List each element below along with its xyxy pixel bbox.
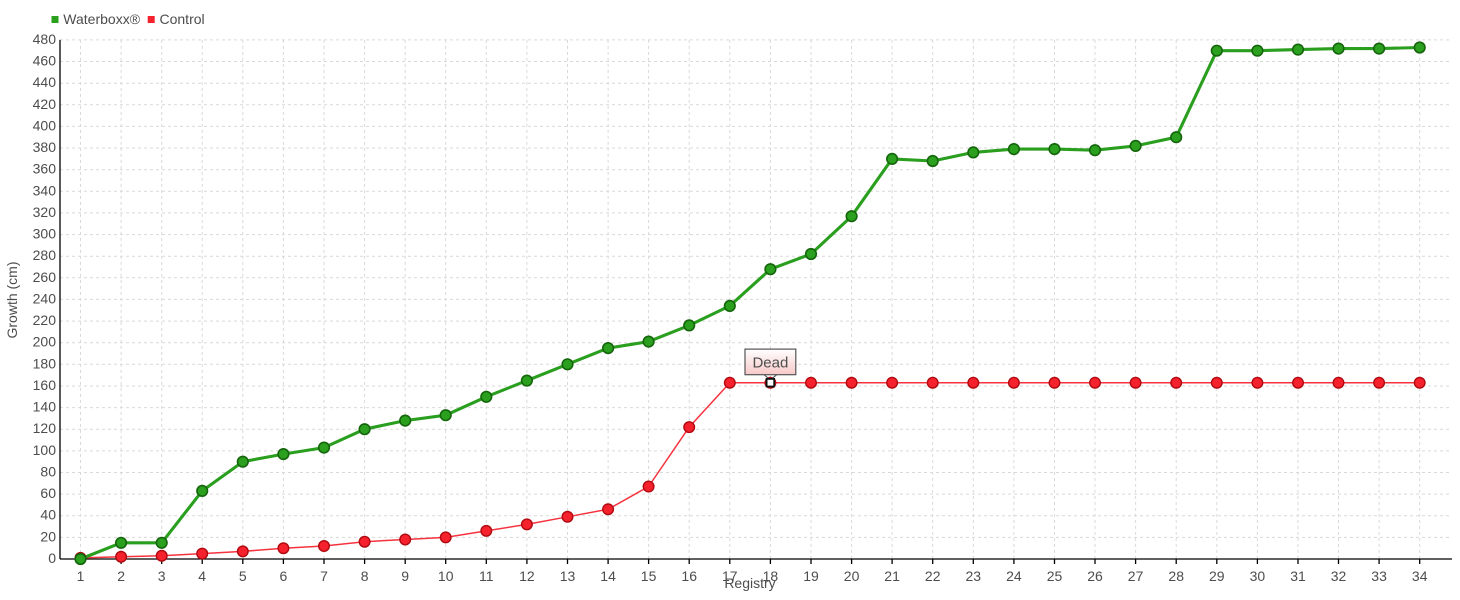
svg-text:420: 420 [33, 96, 57, 112]
svg-text:10: 10 [438, 568, 454, 584]
svg-text:140: 140 [33, 399, 57, 415]
svg-text:240: 240 [33, 290, 57, 306]
svg-text:Waterboxx®: Waterboxx® [63, 11, 140, 27]
svg-text:30: 30 [1250, 568, 1266, 584]
svg-text:24: 24 [1006, 568, 1022, 584]
svg-text:3: 3 [158, 568, 166, 584]
svg-text:13: 13 [560, 568, 576, 584]
svg-text:18: 18 [763, 568, 779, 584]
svg-text:23: 23 [966, 568, 982, 584]
svg-text:80: 80 [40, 464, 56, 480]
svg-text:360: 360 [33, 161, 57, 177]
svg-text:Dead: Dead [752, 354, 788, 371]
svg-text:19: 19 [803, 568, 819, 584]
svg-text:340: 340 [33, 182, 57, 198]
svg-text:60: 60 [40, 485, 56, 501]
svg-text:400: 400 [33, 117, 57, 133]
svg-text:6: 6 [280, 568, 288, 584]
svg-text:11: 11 [479, 568, 494, 584]
svg-text:220: 220 [33, 312, 57, 328]
svg-text:31: 31 [1290, 568, 1306, 584]
svg-text:20: 20 [844, 568, 860, 584]
svg-text:200: 200 [33, 334, 57, 350]
svg-text:380: 380 [33, 139, 57, 155]
svg-text:15: 15 [641, 568, 657, 584]
svg-text:440: 440 [33, 74, 57, 90]
svg-text:28: 28 [1168, 568, 1184, 584]
svg-text:34: 34 [1412, 568, 1428, 584]
svg-text:29: 29 [1209, 568, 1225, 584]
svg-text:9: 9 [401, 568, 409, 584]
svg-text:300: 300 [33, 226, 57, 242]
svg-text:40: 40 [40, 507, 56, 523]
svg-text:8: 8 [361, 568, 369, 584]
svg-text:17: 17 [722, 568, 738, 584]
svg-text:26: 26 [1087, 568, 1103, 584]
svg-text:20: 20 [40, 528, 56, 544]
svg-text:180: 180 [33, 355, 57, 371]
svg-text:5: 5 [239, 568, 247, 584]
svg-text:480: 480 [33, 31, 57, 47]
svg-text:14: 14 [600, 568, 616, 584]
svg-text:0: 0 [48, 550, 56, 566]
svg-text:32: 32 [1331, 568, 1347, 584]
svg-text:Control: Control [160, 11, 205, 27]
svg-text:33: 33 [1371, 568, 1387, 584]
svg-text:7: 7 [320, 568, 328, 584]
svg-text:4: 4 [198, 568, 206, 584]
svg-text:22: 22 [925, 568, 941, 584]
svg-text:27: 27 [1128, 568, 1144, 584]
svg-text:160: 160 [33, 377, 57, 393]
svg-text:25: 25 [1047, 568, 1063, 584]
svg-text:100: 100 [33, 442, 57, 458]
svg-text:2: 2 [117, 568, 125, 584]
svg-text:460: 460 [33, 53, 57, 69]
svg-text:260: 260 [33, 269, 57, 285]
svg-text:16: 16 [681, 568, 697, 584]
svg-text:12: 12 [519, 568, 535, 584]
svg-text:280: 280 [33, 247, 57, 263]
svg-text:120: 120 [33, 420, 57, 436]
svg-text:21: 21 [884, 568, 900, 584]
svg-text:Growth (cm): Growth (cm) [4, 262, 20, 339]
svg-text:320: 320 [33, 204, 57, 220]
svg-text:1: 1 [77, 568, 85, 584]
